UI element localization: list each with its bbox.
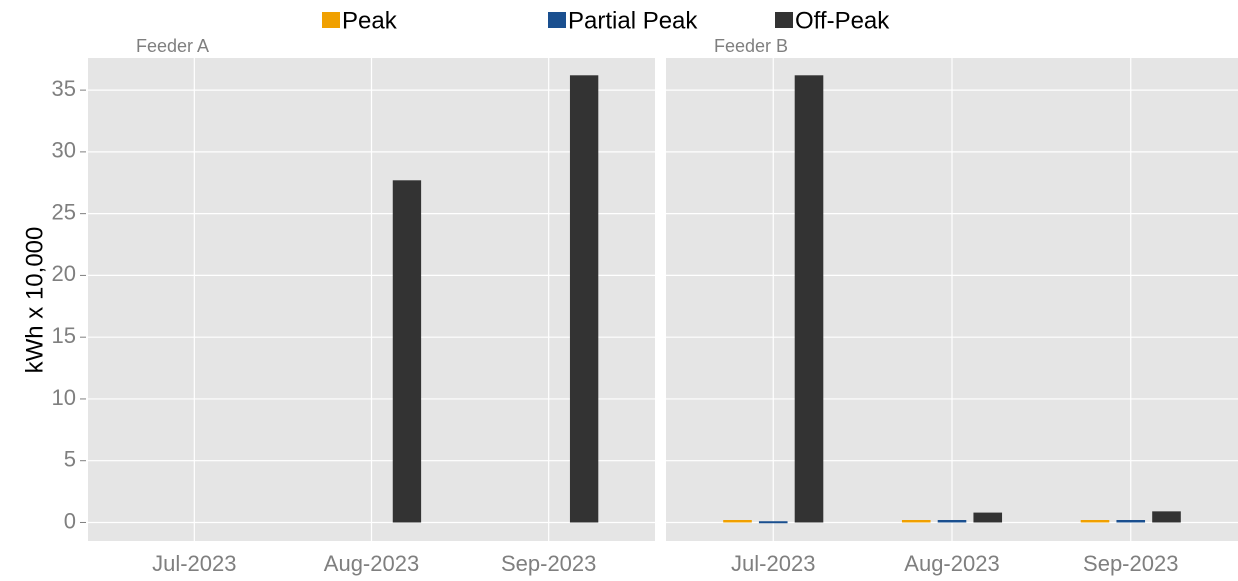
x-tick-label: Aug-2023: [904, 551, 999, 576]
legend-label: Off-Peak: [795, 7, 890, 34]
x-tick-label: Sep-2023: [501, 551, 596, 576]
bar: [723, 520, 752, 523]
facet-title: Feeder B: [714, 36, 788, 56]
legend-label: Partial Peak: [568, 7, 698, 34]
x-tick-label: Sep-2023: [1083, 551, 1178, 576]
bar: [973, 512, 1003, 523]
legend-swatch: [775, 12, 793, 28]
bar: [758, 521, 788, 524]
y-axis-label: kWh x 10,000: [21, 227, 48, 374]
legend-swatch: [322, 12, 340, 28]
bar: [392, 180, 422, 523]
bar: [901, 520, 931, 523]
y-tick-label: 15: [52, 323, 76, 348]
y-tick-label: 10: [52, 385, 76, 410]
bar: [569, 75, 599, 523]
legend-label: Peak: [342, 7, 398, 34]
y-tick-label: 5: [64, 447, 76, 472]
y-tick-label: 30: [52, 138, 76, 163]
bar: [1080, 520, 1110, 523]
bar: [1152, 511, 1181, 523]
facet-title: Feeder A: [136, 36, 209, 56]
y-tick-label: 20: [52, 261, 76, 286]
legend-swatch: [548, 12, 566, 28]
y-tick-label: 25: [52, 199, 76, 224]
bar: [794, 75, 824, 523]
bar: [1116, 520, 1146, 523]
x-tick-label: Aug-2023: [324, 551, 419, 576]
bar: [937, 520, 967, 523]
y-tick-label: 0: [64, 508, 76, 533]
x-tick-label: Jul-2023: [152, 551, 236, 576]
y-tick-label: 35: [52, 76, 76, 101]
x-tick-label: Jul-2023: [731, 551, 815, 576]
